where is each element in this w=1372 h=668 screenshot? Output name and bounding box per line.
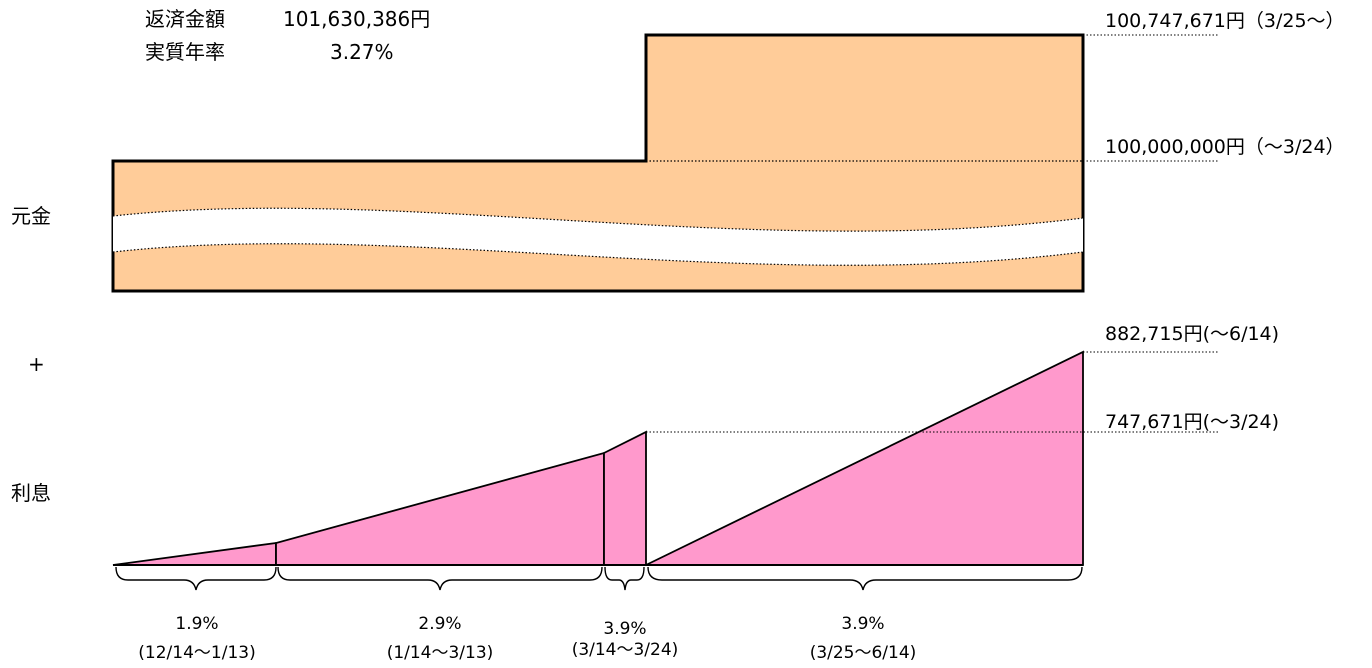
interest-segment-3 xyxy=(603,430,647,566)
principal-after-amount: 100,747,671円（3/25～） xyxy=(1105,10,1345,32)
period-rate-4: 3.9% xyxy=(841,614,885,634)
principal-label: 元金 xyxy=(11,204,51,228)
period-range-1: (12/14～1/13) xyxy=(138,643,256,663)
period-brace-4 xyxy=(647,566,1083,591)
period-rate-3: 3.9% xyxy=(603,619,647,639)
interest-segment-2 xyxy=(275,451,605,566)
interest-after-amount: 882,715円(～6/14) xyxy=(1105,323,1280,345)
principal-before-amount: 100,000,000円（～3/24） xyxy=(1105,136,1345,158)
interest-before-amount: 747,671円(～3/24) xyxy=(1105,411,1280,433)
interest-segment-1 xyxy=(112,541,277,566)
effective-rate-value: 3.27% xyxy=(330,40,394,64)
period-rate-1: 1.9% xyxy=(175,614,219,634)
repay-amount-label: 返済金額 xyxy=(145,7,225,31)
period-range-3: (3/14～3/24) xyxy=(571,640,679,660)
principal-break-edge-top xyxy=(112,207,1084,232)
principal-break-edge-bottom xyxy=(112,243,1084,266)
period-rate-2: 2.9% xyxy=(418,614,462,634)
period-range-4: (3/25～6/14) xyxy=(809,643,917,663)
period-brace-1 xyxy=(115,566,277,591)
period-brace-2 xyxy=(277,566,603,591)
interest-segment-4 xyxy=(645,350,1084,566)
repay-amount-value: 101,630,386円 xyxy=(283,7,431,31)
interest-label: 利息 xyxy=(11,481,51,505)
period-range-2: (1/14～3/13) xyxy=(386,643,494,663)
period-brace-3 xyxy=(604,566,645,591)
principal-break-band xyxy=(113,208,1083,266)
effective-rate-label: 実質年率 xyxy=(145,40,225,64)
plus-label: + xyxy=(28,352,45,376)
